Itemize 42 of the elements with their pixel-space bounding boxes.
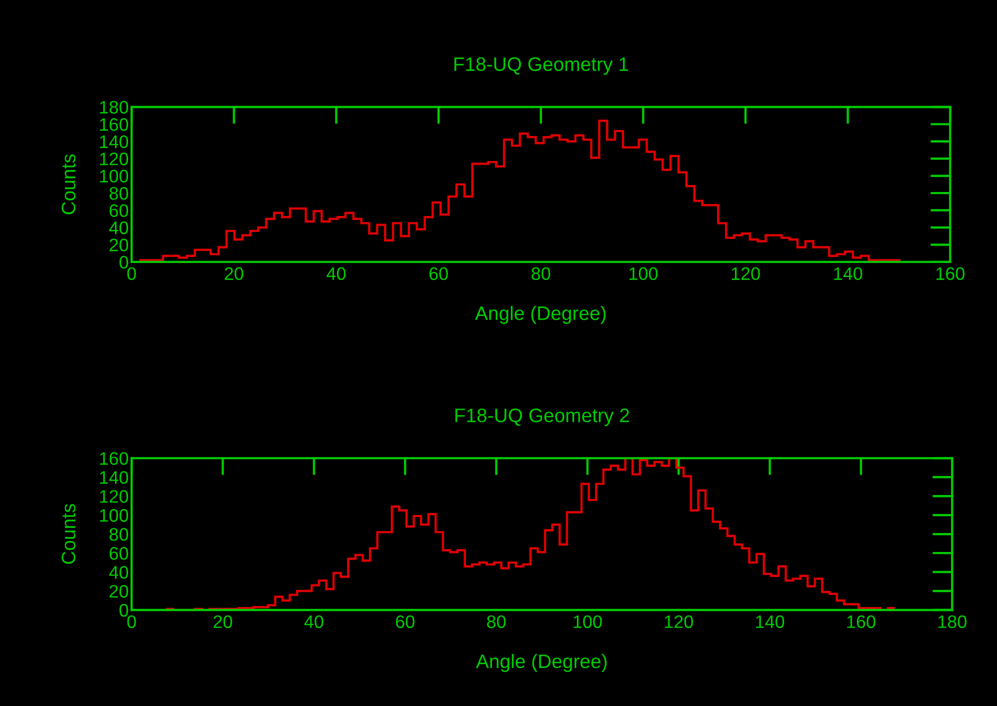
y-tick-label: 80 <box>110 528 128 541</box>
y-tick-label: 60 <box>110 204 128 217</box>
x-tick-label: 80 <box>532 267 550 280</box>
x-tick-label: 60 <box>396 615 414 628</box>
x-axis-title: Angle (Degree) <box>474 306 606 324</box>
y-tick-label: 180 <box>100 100 128 114</box>
x-tick-label: 20 <box>214 615 232 628</box>
x-tick-label: 120 <box>732 267 760 280</box>
y-tick-label: 20 <box>110 238 128 252</box>
y-tick-label: 60 <box>110 546 128 560</box>
y-tick-label: 160 <box>100 452 128 465</box>
chart-title: F18-UQ Geometry 1 <box>454 57 628 75</box>
x-tick-label: 100 <box>630 267 658 280</box>
x-axis-title: Angle (Degree) <box>476 654 607 672</box>
y-tick-label: 40 <box>109 566 128 579</box>
x-tick-label: 40 <box>326 267 346 280</box>
y-tick-label: 40 <box>109 221 128 234</box>
x-tick-label: 80 <box>487 615 506 628</box>
y-axis-title: Counts <box>62 154 76 214</box>
x-tick-label: 160 <box>847 615 876 628</box>
y-tick-label: 80 <box>110 186 128 200</box>
x-tick-label: 120 <box>664 615 693 628</box>
x-tick-label: 60 <box>429 267 448 280</box>
y-axis-title: Counts <box>62 504 76 564</box>
x-tick-label: 160 <box>936 267 964 280</box>
x-tick-label: 140 <box>756 615 784 628</box>
y-tick-label: 0 <box>119 256 128 269</box>
y-tick-label: 100 <box>100 170 128 183</box>
x-tick-label: 100 <box>574 615 602 628</box>
y-tick-label: 120 <box>100 152 128 166</box>
chart-title: F18-UQ Geometry 2 <box>455 408 629 426</box>
x-tick-label: 20 <box>224 267 244 280</box>
y-tick-label: 0 <box>119 604 128 617</box>
y-tick-label: 120 <box>100 490 128 503</box>
y-tick-label: 100 <box>100 509 128 522</box>
y-tick-label: 140 <box>100 471 128 484</box>
y-tick-label: 20 <box>110 584 128 598</box>
y-tick-label: 160 <box>100 118 128 131</box>
x-tick-label: 40 <box>304 615 324 628</box>
y-tick-label: 140 <box>100 135 128 148</box>
x-tick-label: 140 <box>834 267 862 280</box>
x-tick-label: 180 <box>938 615 966 628</box>
